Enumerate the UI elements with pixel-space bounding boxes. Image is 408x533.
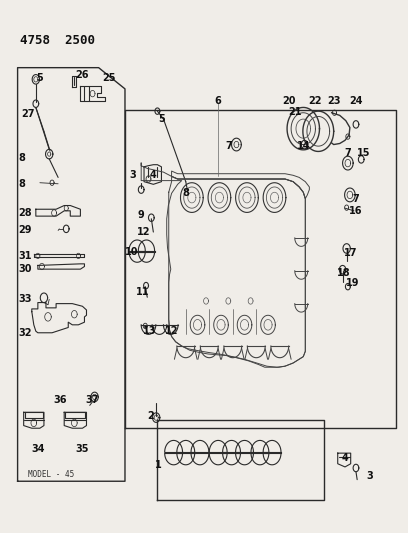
Text: 21: 21 bbox=[288, 107, 302, 117]
Text: 9: 9 bbox=[138, 209, 144, 220]
Text: 14: 14 bbox=[297, 141, 310, 151]
Text: 3: 3 bbox=[366, 471, 373, 481]
Text: 30: 30 bbox=[18, 264, 32, 274]
Text: 5: 5 bbox=[158, 114, 165, 124]
Text: 4: 4 bbox=[341, 454, 348, 463]
Text: 12: 12 bbox=[165, 326, 178, 336]
Text: 31: 31 bbox=[18, 252, 32, 261]
Text: 6: 6 bbox=[215, 96, 222, 106]
Text: 29: 29 bbox=[18, 225, 32, 235]
Text: 28: 28 bbox=[18, 208, 32, 219]
Text: 2: 2 bbox=[147, 411, 154, 421]
Text: 10: 10 bbox=[125, 247, 139, 257]
Text: 16: 16 bbox=[349, 206, 363, 216]
Text: 15: 15 bbox=[357, 148, 371, 158]
Text: 11: 11 bbox=[135, 287, 149, 297]
Text: 7: 7 bbox=[225, 141, 232, 151]
Text: 36: 36 bbox=[53, 395, 67, 405]
Text: 5: 5 bbox=[36, 73, 43, 83]
Text: 27: 27 bbox=[21, 109, 35, 119]
Text: 35: 35 bbox=[75, 445, 89, 455]
Text: MODEL - 45: MODEL - 45 bbox=[28, 470, 74, 479]
Text: 20: 20 bbox=[282, 96, 296, 106]
Text: 33: 33 bbox=[18, 294, 32, 304]
Text: 3: 3 bbox=[130, 171, 136, 180]
Text: 7: 7 bbox=[353, 193, 359, 204]
Text: 32: 32 bbox=[18, 328, 32, 338]
Text: 23: 23 bbox=[327, 96, 340, 106]
Text: 19: 19 bbox=[346, 278, 360, 288]
Text: 8: 8 bbox=[182, 188, 189, 198]
Text: 13: 13 bbox=[142, 326, 156, 336]
Text: 18: 18 bbox=[337, 268, 350, 278]
Text: 26: 26 bbox=[75, 70, 89, 79]
Text: 22: 22 bbox=[309, 96, 322, 106]
Text: 8: 8 bbox=[18, 179, 25, 189]
Text: 34: 34 bbox=[31, 445, 44, 455]
Text: 8: 8 bbox=[18, 153, 25, 163]
Text: 37: 37 bbox=[86, 395, 99, 405]
Text: 1: 1 bbox=[155, 461, 162, 470]
Text: 7: 7 bbox=[344, 148, 351, 158]
Text: 4758  2500: 4758 2500 bbox=[20, 34, 95, 47]
Text: 17: 17 bbox=[344, 248, 357, 259]
Text: 12: 12 bbox=[136, 227, 150, 237]
Text: 24: 24 bbox=[349, 96, 363, 106]
Text: 4: 4 bbox=[150, 171, 157, 180]
Text: 25: 25 bbox=[102, 73, 115, 83]
